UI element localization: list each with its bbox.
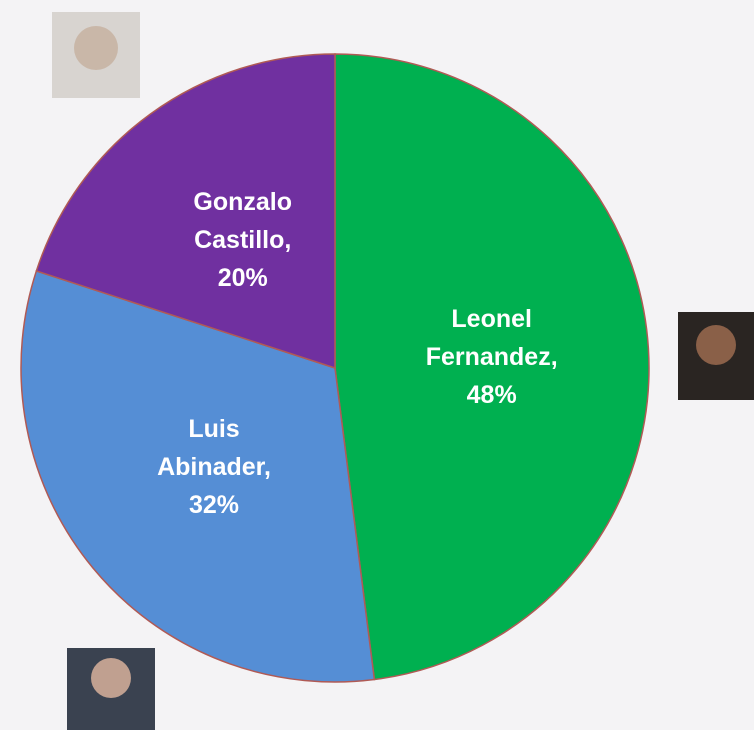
pie-slice xyxy=(20,270,376,683)
pie xyxy=(20,53,650,683)
pie-slice xyxy=(334,53,650,681)
photo-face xyxy=(74,26,118,70)
data-label: Leonel Fernandez, 48% xyxy=(426,305,558,409)
photo-face xyxy=(91,658,131,698)
data-label: Gonzalo Castillo, 20% xyxy=(193,188,292,292)
data-label: Luis Abinader, 32% xyxy=(157,415,271,519)
photo-face xyxy=(696,325,736,365)
labels: Leonel Fernandez, 48% Luis Abinader, 32% Gonza… xyxy=(157,188,558,519)
pie-slice xyxy=(35,53,336,370)
